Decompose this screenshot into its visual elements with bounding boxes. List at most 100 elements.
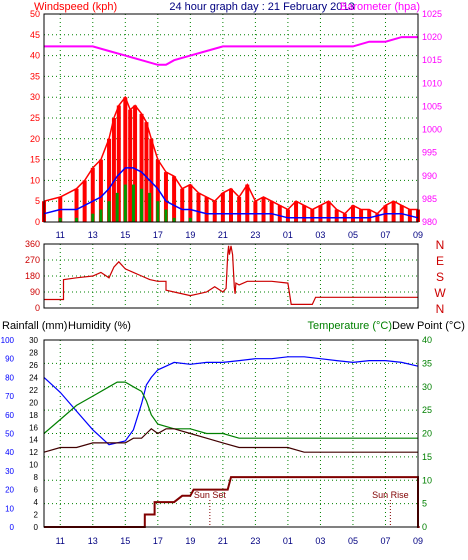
time-label-07: 07: [380, 230, 390, 240]
windspeed-tick: 5: [35, 196, 40, 206]
windspeed-axis-title: Windspeed (kph): [34, 1, 117, 13]
time-label-01: 01: [283, 230, 293, 240]
temperature-frame: [43, 339, 419, 528]
dewpoint-axis-title: Dew Point (°C): [392, 320, 465, 332]
barometer-line: [44, 36, 418, 66]
rainfall-tick: 10: [29, 461, 38, 470]
time-label-11: 11: [56, 230, 65, 240]
humidity-tick: 80: [5, 373, 14, 382]
windspeed-tick: 25: [30, 113, 40, 123]
rainfall-tick: 2: [34, 511, 39, 520]
average-bars: [58, 184, 192, 222]
wind-panel: 0510152025303540455098098599099510001005…: [30, 9, 442, 240]
compass-label-0: N: [436, 302, 445, 316]
time-label-03: 03: [315, 230, 325, 240]
temperature-tick: 30: [422, 382, 432, 392]
humidity-tick: 90: [5, 355, 14, 364]
rainfall-tick: 24: [29, 373, 38, 382]
wind-frame: [43, 13, 419, 223]
chart-title: 24 hour graph day : 21 February 2013: [169, 1, 354, 13]
barometer-tick: 1000: [422, 125, 442, 135]
compass-label-1: W: [434, 286, 446, 300]
rainfall-tick: 18: [29, 411, 38, 420]
temperature-panel: 0102030405060708090100024681012141618202…: [1, 335, 432, 546]
bottom-time-label-09: 09: [413, 536, 423, 546]
windspeed-tick: 50: [30, 9, 40, 19]
direction-frame: [43, 243, 419, 309]
rainfall-tick: 28: [29, 348, 38, 357]
humidity-tick: 0: [10, 523, 15, 532]
windspeed-tick: 10: [30, 175, 40, 185]
time-label-13: 13: [88, 230, 98, 240]
time-label-05: 05: [348, 230, 358, 240]
barometer-tick: 1015: [422, 55, 442, 65]
humidity-tick: 10: [5, 504, 14, 513]
temperature-tick: 25: [422, 405, 432, 415]
rainfall-axis-title: Rainfall (mm): [2, 320, 67, 332]
direction-tick: 180: [25, 271, 40, 281]
direction-tick: 0: [35, 303, 40, 313]
compass-label-2: S: [436, 270, 444, 284]
compass-label-3: E: [436, 254, 444, 268]
direction-tick: 90: [30, 287, 40, 297]
bottom-time-label-03: 03: [315, 536, 325, 546]
rainfall-tick: 6: [34, 486, 39, 495]
temperature-line: [43, 381, 418, 439]
humidity-tick: 30: [5, 467, 14, 476]
time-label-23: 23: [250, 230, 260, 240]
humidity-tick: 60: [5, 411, 14, 420]
bottom-time-label-13: 13: [88, 536, 98, 546]
temperature-tick: 35: [422, 358, 432, 368]
barometer-tick: 1010: [422, 78, 442, 88]
bottom-time-label-07: 07: [380, 536, 390, 546]
sunrise-label: Sun Rise: [372, 490, 409, 500]
humidity-tick: 50: [5, 430, 14, 439]
rainfall-tick: 12: [29, 448, 38, 457]
bottom-time-label-05: 05: [348, 536, 358, 546]
temperature-tick: 5: [422, 499, 427, 509]
bottom-time-label-01: 01: [283, 536, 293, 546]
bottom-time-label-15: 15: [120, 536, 130, 546]
rainfall-line: [44, 476, 420, 528]
temperature-tick: 0: [422, 522, 427, 532]
time-label-17: 17: [153, 230, 163, 240]
time-label-15: 15: [120, 230, 130, 240]
time-label-21: 21: [218, 230, 228, 240]
rainfall-tick: 0: [34, 523, 39, 532]
barometer-tick: 1020: [422, 32, 442, 42]
dewpoint-line: [43, 428, 418, 453]
humidity-tick: 100: [1, 336, 15, 345]
bottom-time-label-19: 19: [185, 536, 195, 546]
humidity-tick: 70: [5, 392, 14, 401]
gust-line: [43, 95, 418, 215]
rainfall-tick: 8: [34, 473, 39, 482]
direction-line: [44, 245, 418, 305]
rainfall-tick: 30: [29, 336, 38, 345]
temperature-tick: 15: [422, 452, 432, 462]
rainfall-tick: 22: [29, 386, 38, 395]
rainfall-tick: 16: [29, 423, 38, 432]
windspeed-tick: 40: [30, 51, 40, 61]
rainfall-tick: 14: [29, 436, 38, 445]
rainfall-tick: 4: [34, 498, 39, 507]
temperature-axis-title: Temperature (°C): [308, 320, 392, 332]
barometer-tick: 990: [422, 171, 437, 181]
barometer-axis-title: Barometer (hpa): [340, 1, 420, 13]
windspeed-tick: 30: [30, 92, 40, 102]
temperature-tick: 10: [422, 475, 432, 485]
sunset-label: Sun Set: [194, 490, 227, 500]
windspeed-tick: 15: [30, 155, 40, 165]
temperature-tick: 20: [422, 429, 432, 439]
windspeed-tick: 35: [30, 71, 40, 81]
direction-tick: 270: [25, 255, 40, 265]
barometer-tick: 980: [422, 217, 437, 227]
direction-tick: 360: [25, 239, 40, 249]
windspeed-tick: 20: [30, 134, 40, 144]
bottom-time-label-21: 21: [218, 536, 228, 546]
humidity-axis-title: Humidity (%): [68, 320, 131, 332]
barometer-tick: 1005: [422, 101, 442, 111]
barometer-tick: 995: [422, 148, 437, 158]
